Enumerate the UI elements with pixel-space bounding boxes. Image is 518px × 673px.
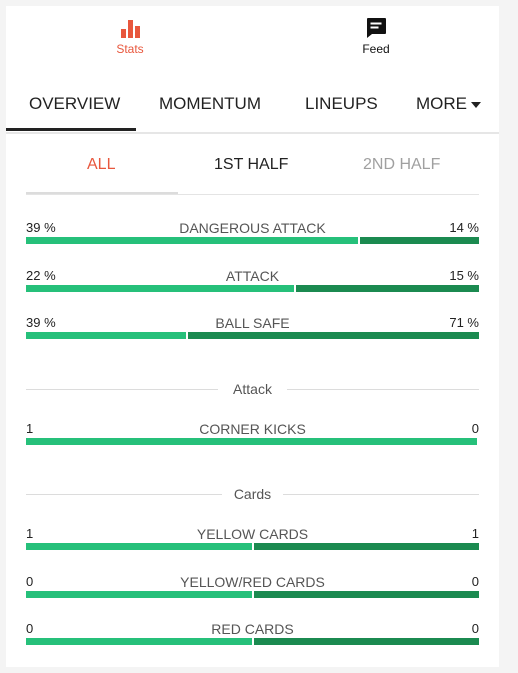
home-value: 0 [26, 574, 34, 589]
home-bar [26, 237, 358, 244]
period-tabs: ALL 1ST HALF 2ND HALF [26, 132, 479, 195]
subtab-all[interactable]: ALL [87, 156, 116, 173]
away-value: 0 [471, 574, 479, 589]
away-value: 71 % [449, 315, 479, 330]
stat-bar [26, 543, 479, 550]
view-switcher: Stats Feed [6, 6, 499, 68]
home-value: 1 [26, 526, 34, 541]
tab-momentum[interactable]: MOMENTUM [159, 94, 261, 113]
subtab-2nd-half[interactable]: 2ND HALF [363, 156, 441, 173]
home-value: 39 % [26, 220, 56, 235]
stats-label: Stats [116, 42, 144, 56]
home-bar [26, 591, 252, 598]
section-title-attack: Attack [233, 381, 272, 397]
home-bar [26, 332, 186, 339]
away-bar [254, 543, 479, 550]
active-subtab-indicator [26, 192, 178, 194]
stat-row: 0 RED CARDS 0 [26, 621, 479, 651]
stat-row: 1 YELLOW CARDS 1 [26, 526, 479, 556]
match-stats-panel: Stats Feed OVERVIEW MOMENTUM LINEUPS MOR… [6, 6, 499, 667]
home-bar [26, 543, 252, 550]
stat-name: ATTACK [225, 268, 280, 284]
away-value: 0 [471, 421, 479, 436]
stats-button[interactable]: Stats [100, 16, 160, 56]
bar-chart-icon [118, 16, 142, 40]
stat-bar [26, 332, 479, 339]
stat-bar [26, 591, 479, 598]
stat-row: 22 % ATTACK 15 % [26, 268, 479, 298]
away-bar [254, 591, 479, 598]
feed-label: Feed [362, 42, 390, 56]
chat-feed-icon [364, 16, 388, 40]
stat-name: YELLOW CARDS [196, 526, 309, 542]
home-bar [26, 638, 252, 645]
stat-row: 39 % BALL SAFE 71 % [26, 315, 479, 345]
section-title-cards: Cards [233, 486, 272, 502]
home-value: 22 % [26, 268, 56, 283]
away-bar [254, 638, 479, 645]
feed-button[interactable]: Feed [346, 16, 406, 56]
stat-name: BALL SAFE [215, 315, 290, 331]
home-value: 1 [26, 421, 34, 436]
away-value: 15 % [449, 268, 479, 283]
stat-bar [26, 237, 479, 244]
tab-overview[interactable]: OVERVIEW [29, 94, 121, 113]
away-value: 0 [471, 621, 479, 636]
home-bar [26, 438, 477, 445]
section-divider-attack: Attack [26, 380, 479, 400]
subtab-1st-half[interactable]: 1ST HALF [214, 156, 289, 173]
away-bar [296, 285, 479, 292]
stat-name: RED CARDS [211, 621, 294, 637]
active-tab-indicator [6, 128, 136, 131]
stat-row: 1 CORNER KICKS 0 [26, 421, 479, 451]
section-divider-cards: Cards [26, 485, 479, 505]
away-bar [188, 332, 479, 339]
stat-row: 39 % DANGEROUS ATTACK 14 % [26, 220, 479, 250]
stat-name: DANGEROUS ATTACK [179, 220, 326, 236]
tab-more-label: MORE [416, 94, 467, 113]
tab-more[interactable]: MORE [416, 94, 481, 114]
main-tabs: OVERVIEW MOMENTUM LINEUPS MORE [6, 68, 499, 134]
away-value: 1 [471, 526, 479, 541]
stat-name: CORNER KICKS [199, 421, 306, 437]
stat-bar [26, 438, 479, 445]
home-value: 0 [26, 621, 34, 636]
home-value: 39 % [26, 315, 56, 330]
caret-down-icon [471, 101, 481, 108]
away-bar [360, 237, 479, 244]
tab-lineups[interactable]: LINEUPS [305, 94, 378, 113]
stat-row: 0 YELLOW/RED CARDS 0 [26, 574, 479, 604]
stat-bar [26, 638, 479, 645]
stat-bar [26, 285, 479, 292]
home-bar [26, 285, 294, 292]
stat-name: YELLOW/RED CARDS [180, 574, 325, 590]
away-value: 14 % [449, 220, 479, 235]
